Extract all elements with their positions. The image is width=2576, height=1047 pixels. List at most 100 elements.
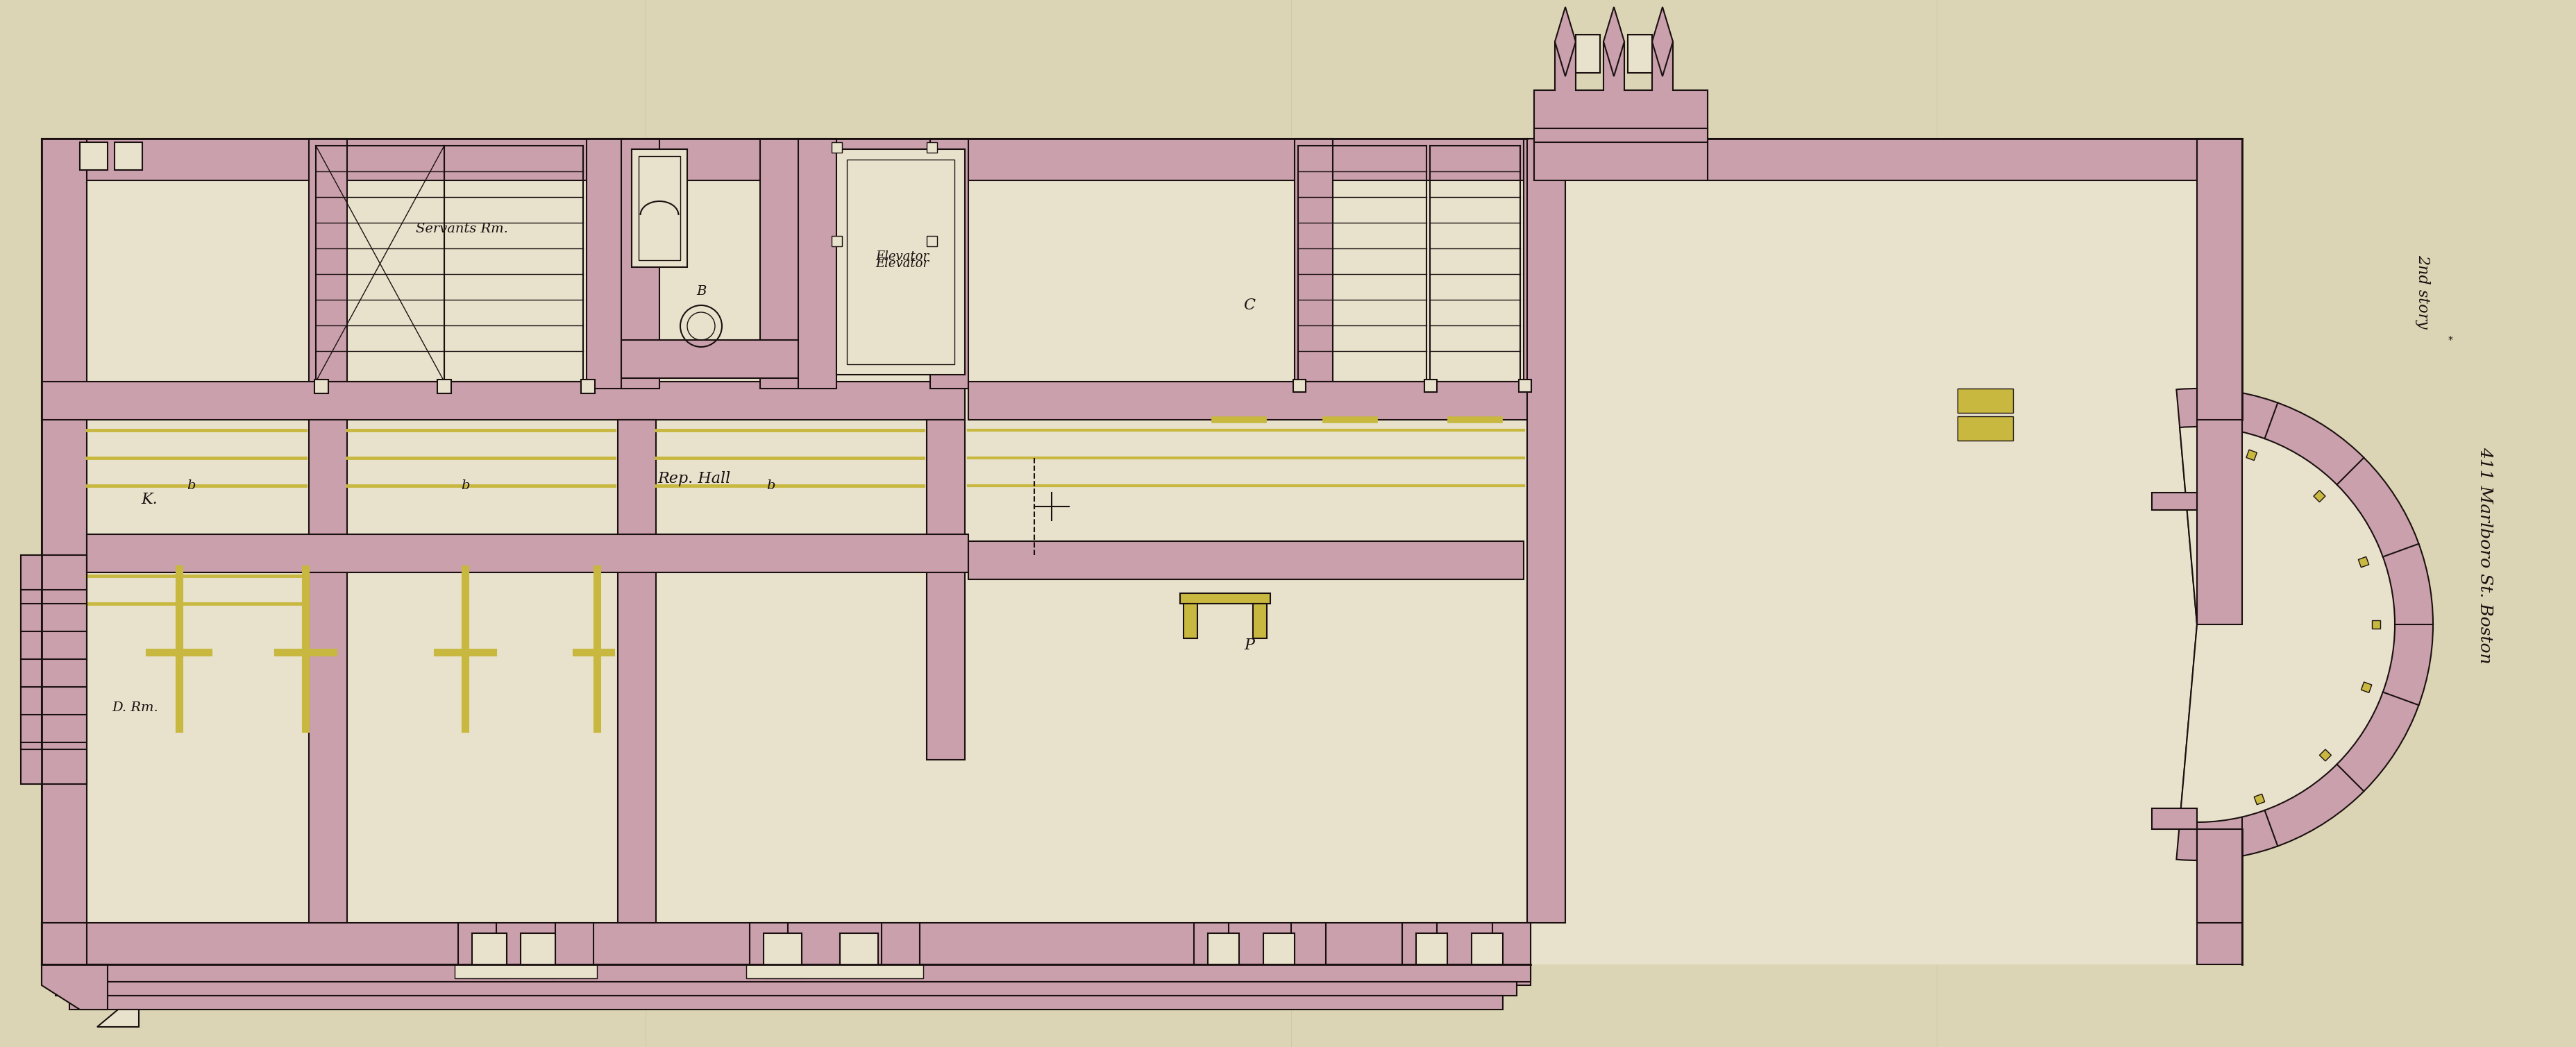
Bar bbox=[309, 420, 348, 922]
Text: Elevator: Elevator bbox=[876, 258, 930, 270]
Bar bbox=[459, 922, 497, 993]
Wedge shape bbox=[2177, 388, 2432, 861]
Bar bbox=[556, 922, 592, 993]
Bar bbox=[1471, 933, 1502, 964]
Bar bbox=[639, 156, 680, 261]
Bar bbox=[1180, 594, 1270, 604]
Text: B: B bbox=[696, 285, 706, 297]
Bar bbox=[41, 922, 1530, 964]
Text: K.: K. bbox=[142, 492, 157, 507]
Bar bbox=[930, 139, 969, 388]
Bar bbox=[1425, 379, 1437, 392]
Bar bbox=[80, 142, 108, 170]
Bar bbox=[1193, 922, 1229, 978]
Polygon shape bbox=[41, 964, 108, 1009]
Text: 411 Marlboro St. Boston: 411 Marlboro St. Boston bbox=[2478, 447, 2494, 664]
Bar bbox=[309, 139, 348, 388]
Bar bbox=[840, 933, 878, 978]
Bar bbox=[2318, 750, 2331, 761]
Bar bbox=[70, 996, 1502, 1009]
Bar bbox=[1958, 417, 2012, 441]
Bar bbox=[1401, 922, 1437, 978]
Bar bbox=[837, 149, 966, 375]
Bar bbox=[41, 964, 1530, 982]
Text: *: * bbox=[2447, 335, 2452, 344]
Bar bbox=[1522, 139, 1561, 388]
Bar bbox=[57, 982, 1517, 996]
Polygon shape bbox=[1556, 7, 1577, 76]
Bar bbox=[969, 541, 1522, 579]
Bar bbox=[1577, 35, 1600, 73]
Bar bbox=[1293, 379, 1306, 392]
Bar bbox=[832, 236, 842, 246]
Bar bbox=[2313, 490, 2326, 503]
Bar bbox=[520, 933, 556, 978]
Bar bbox=[456, 964, 598, 978]
Bar bbox=[618, 420, 657, 922]
Bar bbox=[1628, 35, 1651, 73]
Bar bbox=[2197, 829, 2241, 922]
Bar bbox=[471, 933, 507, 978]
Bar bbox=[41, 139, 1528, 180]
Bar bbox=[314, 379, 327, 394]
Bar bbox=[438, 379, 451, 394]
Text: 2nd story: 2nd story bbox=[2414, 254, 2429, 329]
Bar bbox=[927, 420, 966, 760]
Bar bbox=[881, 922, 920, 993]
Bar bbox=[799, 139, 837, 388]
Bar bbox=[750, 922, 788, 993]
Text: Elevator: Elevator bbox=[876, 250, 930, 263]
Bar bbox=[1182, 604, 1198, 639]
Bar bbox=[1535, 90, 1708, 180]
Bar bbox=[2246, 450, 2257, 461]
Bar bbox=[2254, 794, 2264, 805]
Bar bbox=[1401, 967, 1530, 985]
Bar bbox=[587, 139, 626, 388]
Bar bbox=[1296, 139, 1332, 388]
Bar bbox=[2197, 139, 2241, 964]
Polygon shape bbox=[98, 1009, 139, 1027]
Bar bbox=[1193, 967, 1327, 985]
Bar bbox=[969, 381, 1551, 420]
Text: b: b bbox=[765, 480, 775, 492]
Bar bbox=[2357, 557, 2370, 567]
Wedge shape bbox=[2179, 427, 2396, 822]
Bar bbox=[2151, 808, 2197, 829]
Bar bbox=[750, 982, 920, 1003]
Bar bbox=[582, 379, 595, 394]
Bar bbox=[927, 236, 938, 246]
Bar bbox=[760, 139, 799, 388]
Bar bbox=[41, 381, 966, 420]
Bar bbox=[747, 964, 922, 978]
Bar bbox=[621, 139, 659, 388]
Text: b: b bbox=[461, 480, 469, 492]
Bar bbox=[459, 982, 592, 1003]
Text: C: C bbox=[1244, 297, 1255, 313]
Bar bbox=[2197, 420, 2241, 624]
Bar bbox=[621, 340, 799, 378]
Bar bbox=[1535, 129, 1708, 142]
Bar bbox=[848, 159, 956, 364]
Bar bbox=[2151, 493, 2197, 510]
Text: Rep. Hall: Rep. Hall bbox=[657, 471, 732, 487]
Bar bbox=[1708, 139, 2241, 180]
Polygon shape bbox=[1535, 28, 1708, 139]
Bar bbox=[1520, 379, 1530, 392]
Bar bbox=[1528, 139, 1566, 922]
Polygon shape bbox=[1651, 7, 1672, 76]
Bar bbox=[1958, 388, 2012, 413]
Polygon shape bbox=[41, 922, 88, 964]
Text: P: P bbox=[1244, 638, 1255, 653]
Bar bbox=[1208, 933, 1239, 964]
Bar bbox=[21, 555, 88, 589]
Bar bbox=[1252, 604, 1267, 639]
Bar bbox=[2362, 682, 2372, 693]
Bar bbox=[2372, 620, 2380, 628]
Bar bbox=[41, 139, 88, 964]
Bar bbox=[832, 142, 842, 153]
Text: b: b bbox=[185, 480, 196, 492]
Bar bbox=[1492, 922, 1530, 978]
Polygon shape bbox=[1602, 7, 1625, 76]
Polygon shape bbox=[41, 139, 2241, 964]
Text: D. Rm.: D. Rm. bbox=[113, 701, 160, 714]
